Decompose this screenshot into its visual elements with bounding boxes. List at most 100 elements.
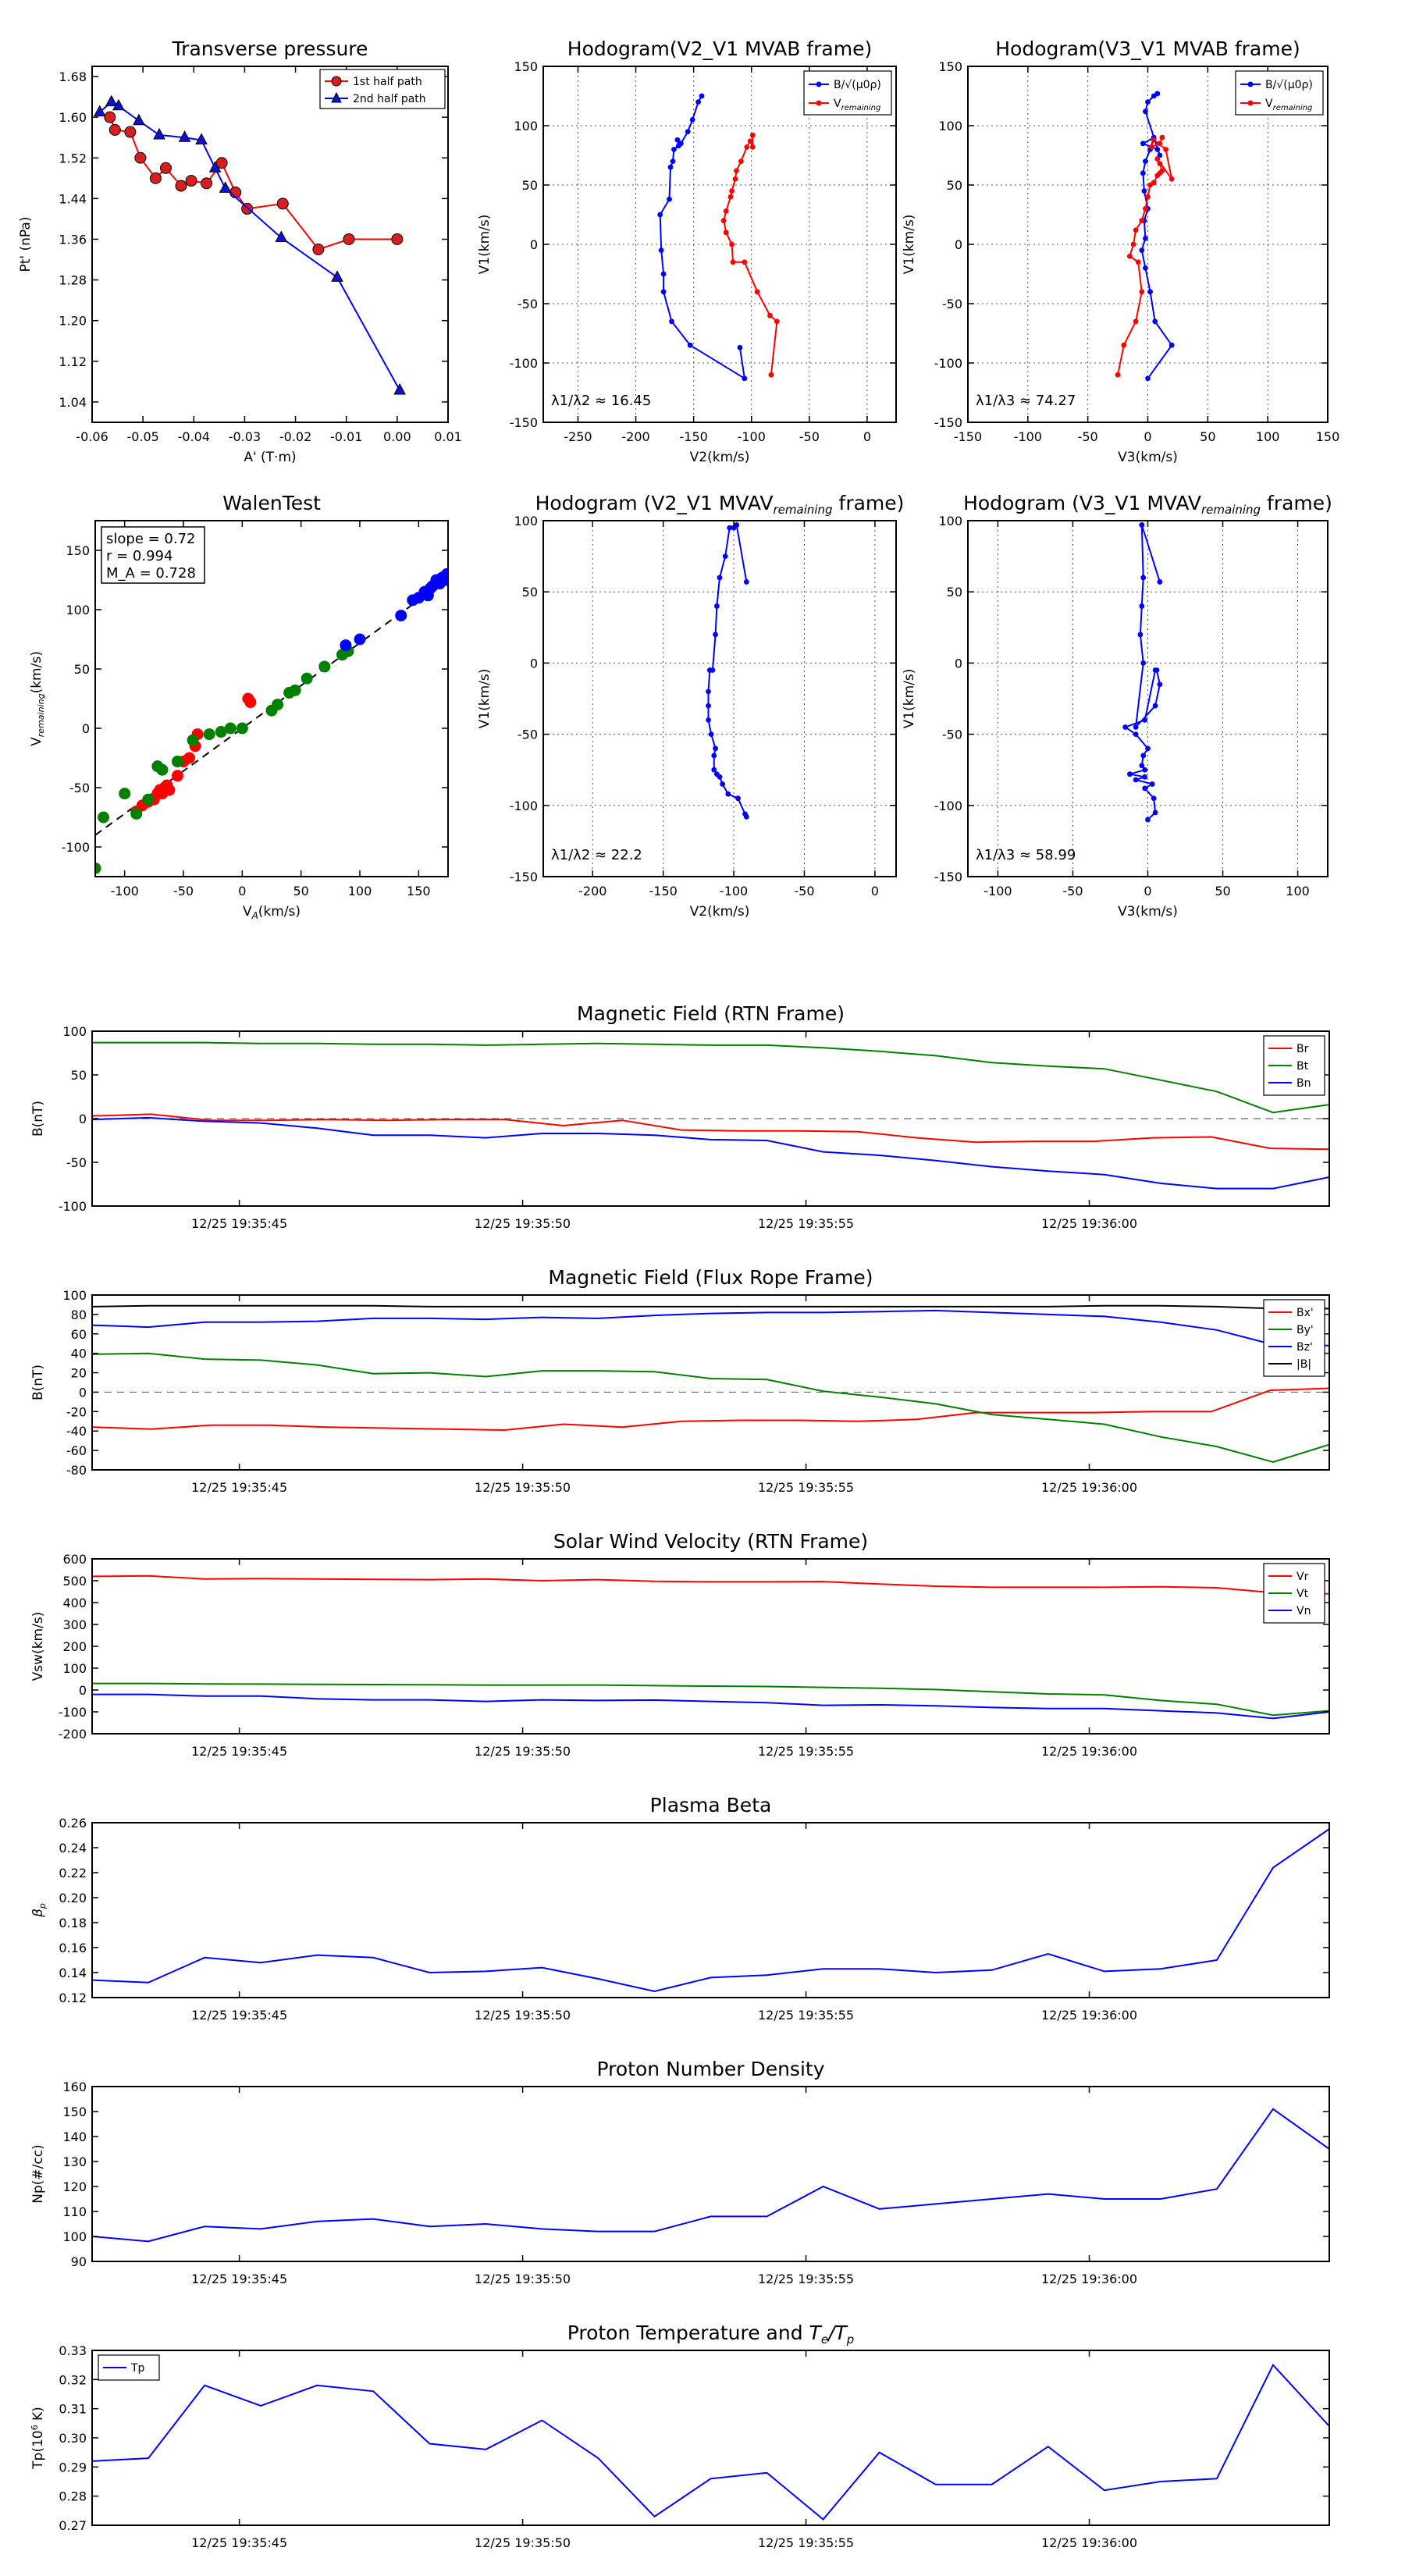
y-tick-label: 100 (514, 119, 538, 133)
plot-frame (91, 1558, 1330, 1735)
y-axis-label: B(nT) (30, 1101, 46, 1137)
y-tick-label: 1.68 (59, 69, 87, 84)
x-axis-label: V3(km/s) (1118, 450, 1178, 465)
label-part: A (251, 910, 258, 921)
data-point (1130, 241, 1136, 247)
y-tick-label: 200 (62, 1639, 87, 1654)
legend-label: Bn (1297, 1077, 1311, 1090)
data-point (163, 784, 176, 796)
data-point (108, 123, 121, 136)
label-part: remaining (36, 693, 46, 737)
y-tick-label: 500 (62, 1574, 87, 1589)
label-part: K) (30, 2407, 46, 2425)
data-point (720, 218, 727, 223)
title-part: p (846, 2332, 855, 2347)
data-point (208, 161, 222, 173)
x-tick-label: -100 (984, 884, 1012, 898)
data-point (695, 99, 701, 105)
data-point (1143, 265, 1148, 271)
data-point (713, 745, 718, 752)
data-point (1133, 731, 1139, 737)
data-point (1145, 194, 1151, 200)
x-tick-label: -50 (794, 884, 814, 898)
y-tick-label: -150 (510, 415, 538, 430)
chart-t6: Proton Temperature and Te/Tp 0.27 0.28 0.29… (30, 2322, 1330, 2550)
plot-frame (91, 66, 449, 423)
chart-title: Solar Wind Velocity (RTN Frame) (553, 1530, 868, 1553)
legend-label: By' (1297, 1324, 1314, 1336)
y-tick-label: 0 (530, 656, 538, 671)
series-line-vn (92, 1693, 1329, 1720)
title-part: Hodogram (V3_V1 MVAV (963, 492, 1201, 514)
data-point (272, 699, 284, 711)
y-tick-label: 150 (938, 59, 962, 74)
legend-label: 2nd half path (353, 93, 426, 105)
y-tick-label: 0 (79, 1385, 87, 1400)
title-part: /T (827, 2322, 848, 2344)
chart-title: Transverse pressure (172, 37, 368, 60)
data-point (1154, 91, 1161, 97)
eigen-ratio-annotation: λ1/λ2 ≈ 22.2 (551, 847, 642, 863)
y-tick-label: 0.22 (59, 1866, 87, 1880)
y-tick-label: 0 (530, 237, 538, 252)
data-point (312, 244, 325, 256)
x-axis-label: A' (T·m) (244, 450, 296, 465)
y-tick-label: 0.18 (59, 1916, 87, 1930)
series-line-bn (92, 1116, 1329, 1190)
data-point (727, 194, 734, 200)
data-point (747, 138, 753, 144)
y-tick-label: 150 (62, 2105, 87, 2119)
y-tick-label: 150 (514, 59, 538, 74)
data-point (1143, 109, 1148, 115)
data-point (1143, 206, 1148, 212)
data-point (393, 382, 406, 395)
x-tick-label: 12/25 19:35:45 (191, 1480, 287, 1495)
x-tick-label: -50 (1062, 884, 1083, 898)
data-point (93, 105, 106, 117)
data-point (1152, 703, 1158, 709)
y-tick-label: 600 (62, 1552, 87, 1567)
data-point (660, 289, 667, 295)
data-point (742, 259, 748, 265)
chart-p5: Hodogram (V2_V1 MVAVremaining frame) -150… (477, 492, 904, 920)
data-point (1141, 188, 1147, 194)
legend-label: Vremaining (1265, 98, 1312, 112)
y-tick-label: 160 (62, 2080, 87, 2094)
y-axis-label: V1(km/s) (902, 215, 917, 275)
data-point (743, 579, 749, 585)
series-line-bz (92, 1309, 1329, 1347)
data-point (1122, 724, 1129, 730)
data-point (729, 188, 735, 194)
legend-label: Vr (1297, 1571, 1309, 1583)
y-tick-label: 1.12 (59, 354, 87, 369)
stats-line: M_A = 0.728 (106, 565, 196, 582)
data-point (734, 168, 739, 174)
y-tick-label: 50 (522, 178, 538, 193)
y-tick-label: 110 (62, 2204, 87, 2219)
x-tick-label: -100 (720, 884, 748, 898)
data-point (706, 717, 711, 723)
y-tick-label: 0.30 (59, 2431, 87, 2446)
legend-label: Bx' (1297, 1307, 1314, 1319)
y-tick-label: -50 (942, 728, 962, 742)
y-tick-label: 0.12 (59, 1991, 87, 2005)
y-tick-label: 60 (71, 1327, 87, 1342)
data-point (670, 158, 676, 165)
y-tick-label: -200 (59, 1727, 87, 1742)
data-point (717, 575, 723, 581)
data-point (1163, 147, 1168, 152)
y-tick-label: 100 (66, 603, 90, 617)
data-point (1145, 375, 1151, 382)
legend-marker (331, 91, 342, 103)
y-tick-label: 50 (522, 585, 538, 600)
x-tick-label: -50 (799, 429, 820, 444)
label-part: 6 (30, 2425, 40, 2430)
chart-t2: Magnetic Field (Flux Rope Frame) -80 -60 -4… (30, 1266, 1330, 1495)
x-tick-label: 12/25 19:35:45 (191, 2272, 287, 2286)
legend-marker (816, 81, 822, 87)
data-point (730, 259, 736, 265)
chart-title: Hodogram(V2_V1 MVAB frame) (567, 37, 872, 60)
chart-title: Proton Number Density (597, 2058, 825, 2080)
series-line-vt (92, 1682, 1329, 1717)
y-tick-label: -20 (66, 1404, 87, 1419)
